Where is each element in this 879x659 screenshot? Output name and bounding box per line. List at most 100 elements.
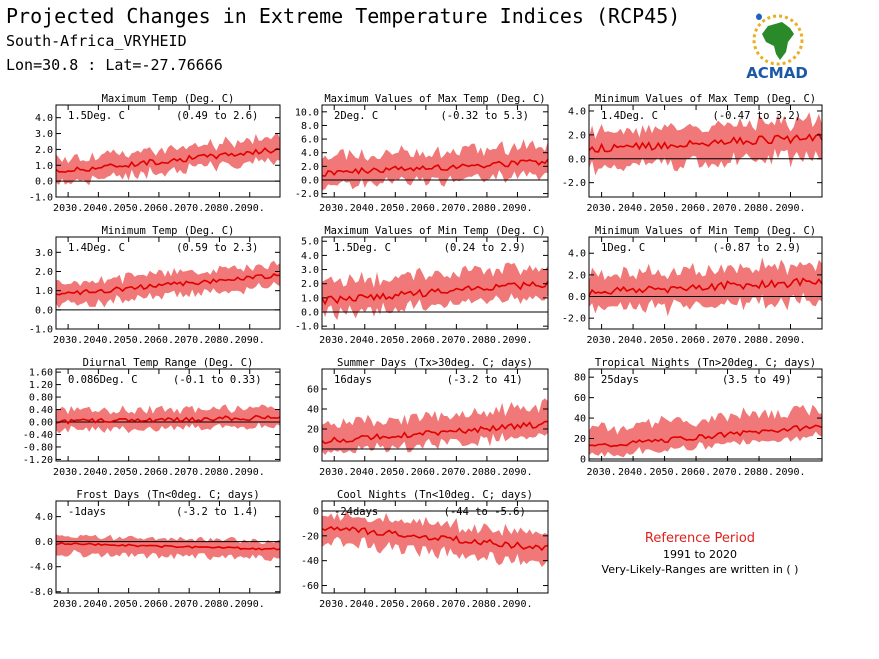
- mean-change-label: -1days: [68, 506, 106, 518]
- plot-frame: [321, 500, 549, 594]
- x-tick-label: 2050.: [114, 203, 144, 214]
- x-tick-label: 2050.: [650, 335, 680, 346]
- plot-frame: [321, 368, 549, 462]
- x-tick-label: 2030.: [53, 203, 83, 214]
- x-tick-label: 2090.: [235, 467, 265, 478]
- y-tick-label: 60: [574, 393, 586, 404]
- mean-change-label: 1.5Deg. C: [68, 110, 125, 122]
- y-tick-label: 6.0: [301, 135, 319, 146]
- mean-line: [321, 158, 549, 177]
- range-label: (-0.47 to 3.2): [713, 110, 802, 122]
- mean-change-label: 1.5Deg. C: [334, 242, 391, 254]
- y-tick-label: 2.0: [301, 279, 319, 290]
- plot-frame: [55, 236, 281, 330]
- mean-change-label: 25days: [601, 374, 639, 386]
- plot-frame: [55, 368, 281, 462]
- x-tick-label: 2030.: [319, 467, 349, 478]
- mean-line: [55, 414, 281, 425]
- x-tick-label: 2050.: [650, 203, 680, 214]
- y-tick-label: -8.0: [29, 587, 53, 598]
- x-tick-label: 2060.: [144, 599, 174, 610]
- y-tick-label: 3.0: [35, 129, 53, 140]
- x-tick-label: 2030.: [587, 467, 617, 478]
- x-tick-label: 2030.: [53, 467, 83, 478]
- x-tick-label: 2060.: [411, 203, 441, 214]
- chart-title: Diurnal Temp Range (Deg. C): [83, 357, 254, 369]
- mean-line: [55, 541, 281, 551]
- plot-frame: [321, 236, 549, 330]
- y-tick-label: 0.0: [301, 175, 319, 186]
- y-tick-label: 2.0: [35, 145, 53, 156]
- x-tick-label: 2070.: [441, 203, 471, 214]
- chart-title: Minimum Values of Max Temp (Deg. C): [595, 93, 816, 105]
- likely-range-band: [322, 139, 548, 191]
- chart-title: Summer Days (Tx>30deg. C; days): [337, 357, 533, 369]
- x-tick-label: 2040.: [350, 467, 380, 478]
- x-tick-label: 2030.: [53, 599, 83, 610]
- range-label: (-0.87 to 2.9): [713, 242, 802, 254]
- reference-note: Very-Likely-Ranges are written in ( ): [601, 563, 799, 576]
- x-tick-label: 2080.: [472, 203, 502, 214]
- page-title: Projected Changes in Extreme Temperature…: [6, 4, 681, 28]
- x-tick-label: 2040.: [83, 467, 113, 478]
- x-tick-label: 2090.: [502, 467, 532, 478]
- mean-line: [321, 280, 549, 306]
- likely-range-band: [322, 398, 548, 455]
- x-tick-label: 2060.: [411, 335, 441, 346]
- range-label: (0.24 to 2.9): [444, 242, 526, 254]
- logo-text: ACMAD: [746, 64, 808, 82]
- x-tick-label: 2070.: [174, 335, 204, 346]
- likely-range-band: [56, 260, 280, 309]
- plot-frame: [588, 236, 823, 330]
- x-tick-label: 2030.: [319, 335, 349, 346]
- chart-title: Tropical Nights (Tn>20deg. C; days): [595, 357, 816, 369]
- y-tick-label: 3.0: [35, 248, 53, 259]
- x-tick-label: 2040.: [350, 335, 380, 346]
- x-tick-label: 2080.: [472, 335, 502, 346]
- y-tick-label: 8.0: [301, 121, 319, 132]
- x-tick-label: 2080.: [744, 335, 774, 346]
- x-tick-label: 2080.: [204, 203, 234, 214]
- reference-title: Reference Period: [644, 531, 756, 546]
- range-label: (3.5 to 49): [722, 374, 792, 386]
- chart-panel: 0 20 40 60 2030. 2040. 2050. 2060. 2070. 2080. 209…: [307, 357, 549, 478]
- y-tick-label: 4.0: [301, 148, 319, 159]
- y-tick-label: 0.0: [568, 154, 586, 165]
- mean-line: [55, 147, 281, 174]
- x-tick-label: 2060.: [411, 599, 441, 610]
- x-tick-label: 2040.: [83, 335, 113, 346]
- x-tick-label: 2030.: [587, 203, 617, 214]
- x-tick-label: 2050.: [380, 599, 410, 610]
- chart-title: Minimum Values of Min Temp (Deg. C): [595, 225, 816, 237]
- range-label: (-3.2 to 41): [447, 374, 523, 386]
- x-tick-label: 2070.: [712, 203, 742, 214]
- x-tick-label: 2040.: [350, 599, 380, 610]
- likely-range-band: [589, 257, 822, 317]
- range-label: (-44 to -5.6): [444, 506, 526, 518]
- range-label: (0.49 to 2.6): [176, 110, 258, 122]
- mean-line: [55, 273, 281, 296]
- mean-line: [321, 526, 549, 552]
- y-tick-label: 40: [574, 414, 586, 425]
- chart-title: Cool Nights (Tn<10deg. C; days): [337, 489, 533, 501]
- y-tick-label: 0: [580, 454, 586, 465]
- y-tick-label: 4.0: [568, 106, 586, 117]
- x-tick-label: 2070.: [712, 335, 742, 346]
- x-tick-label: 2090.: [235, 599, 265, 610]
- y-tick-label: -2.0: [562, 178, 586, 189]
- y-tick-label: 0.00: [29, 418, 53, 429]
- x-tick-label: 2080.: [204, 335, 234, 346]
- x-tick-label: 2070.: [712, 467, 742, 478]
- x-tick-label: 2050.: [380, 203, 410, 214]
- acmad-logo: [752, 13, 804, 66]
- y-tick-label: -2.0: [295, 189, 319, 200]
- x-tick-label: 2040.: [618, 335, 648, 346]
- y-tick-label: 60: [307, 385, 319, 396]
- y-tick-label: -1.20: [23, 455, 53, 466]
